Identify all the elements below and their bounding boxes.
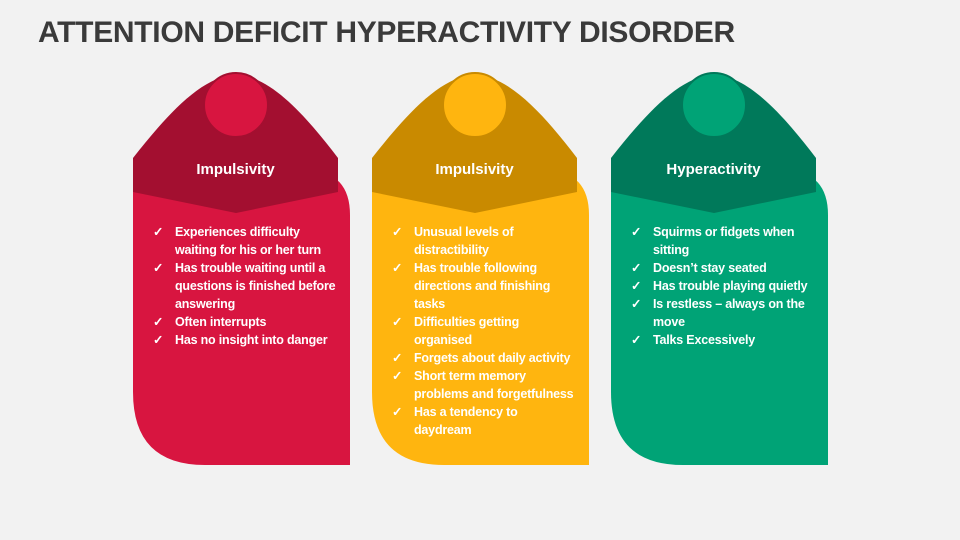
list-item: ✓ Has trouble waiting until a questions i… [153,259,338,313]
list-item-text: Squirms or fidgets when sitting [653,225,795,257]
check-icon: ✓ [631,225,642,239]
check-icon: ✓ [392,315,403,329]
adhd-card: Hyperactivity ✓ Squirms or fidgets when s… [611,70,828,470]
page-title: ATTENTION DEFICIT HYPERACTIVITY DISORDER [38,16,735,49]
card-list: ✓ Unusual levels of distractibility ✓ Has t… [392,223,577,439]
list-item-text: Has a tendency to daydream [414,405,518,437]
list-item-text: Experiences difficulty waiting for his o… [175,225,321,257]
check-icon: ✓ [392,261,403,275]
list-item: ✓ Has trouble following directions and fi… [392,259,577,313]
list-item: ✓ Squirms or fidgets when sitting [631,223,816,259]
card-body [611,170,828,465]
check-icon: ✓ [631,279,642,293]
list-item: ✓ Short term memory problems and forgetfu… [392,367,577,403]
list-item-text: Unusual levels of distractibility [414,225,514,257]
card-header [611,75,816,213]
card-shape [611,72,828,465]
list-item: ✓ Has a tendency to daydream [392,403,577,439]
list-item: ✓ Forgets about daily activity [392,349,577,367]
list-item-text: Often interrupts [175,315,267,329]
list-item-text: Has trouble waiting until a questions is… [175,261,336,311]
check-icon: ✓ [631,333,642,347]
card-circle [681,72,747,138]
card-circle [442,72,508,138]
card-heading: Hyperactivity [666,161,761,178]
check-icon: ✓ [153,333,164,347]
check-icon: ✓ [392,405,403,419]
card-circle [203,72,269,138]
list-item: ✓ Difficulties getting organised [392,313,577,349]
check-icon: ✓ [392,351,403,365]
list-item-text: Doesn’t stay seated [653,261,767,275]
list-item: ✓ Often interrupts [153,313,338,331]
list-item-text: Has no insight into danger [175,333,328,347]
list-item: ✓ Experiences difficulty waiting for his … [153,223,338,259]
card-heading: Impulsivity [435,161,514,178]
list-item-text: Short term memory problems and forgetful… [414,369,574,401]
list-item: ✓ Doesn’t stay seated [631,259,816,277]
card-shape [133,72,350,465]
list-item-text: Has trouble playing quietly [653,279,808,293]
check-icon: ✓ [153,315,164,329]
card-header [133,75,338,213]
check-icon: ✓ [392,369,403,383]
list-item-text: Talks Excessively [653,333,756,347]
check-icon: ✓ [631,261,642,275]
list-item: ✓ Has trouble playing quietly [631,277,816,295]
list-item-text: Forgets about daily activity [414,351,571,365]
list-item: ✓ Talks Excessively [631,331,816,349]
list-item-text: Difficulties getting organised [414,315,520,347]
list-item: ✓ Has no insight into danger [153,331,338,349]
check-icon: ✓ [392,225,403,239]
card-body [133,170,350,465]
card-shape [372,72,589,465]
list-item-text: Is restless – always on the move [653,297,805,329]
list-item: ✓ Unusual levels of distractibility [392,223,577,259]
card-body [372,170,589,465]
check-icon: ✓ [153,261,164,275]
list-item: ✓ Is restless – always on the move [631,295,816,331]
card-heading: Impulsivity [196,161,275,178]
card-list: ✓ Experiences difficulty waiting for his … [153,223,338,349]
check-icon: ✓ [631,297,642,311]
adhd-card: Impulsivity ✓ Unusual levels of distracti… [372,70,589,470]
card-list: ✓ Squirms or fidgets when sitting ✓ Doesn’t… [631,223,816,349]
adhd-card: Impulsivity ✓ Experiences difficulty wait… [133,70,350,470]
card-header [372,75,577,213]
check-icon: ✓ [153,225,164,239]
list-item-text: Has trouble following directions and fin… [414,261,551,311]
